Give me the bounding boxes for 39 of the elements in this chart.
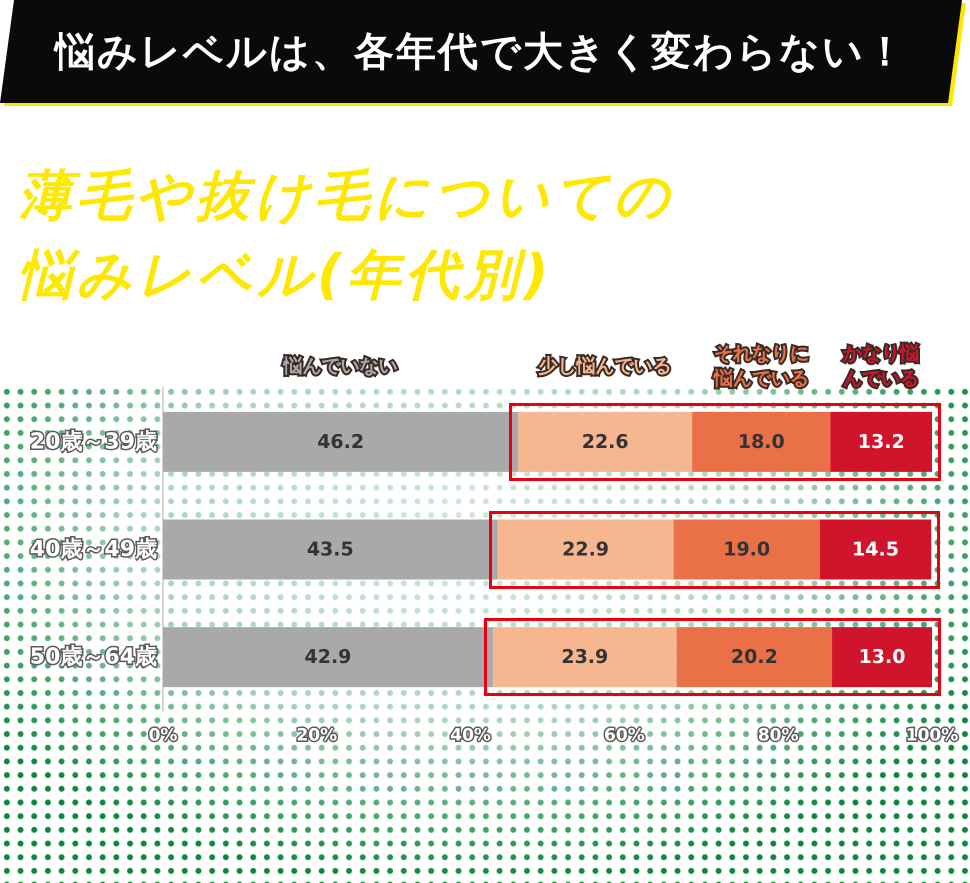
data-label: 22.9 bbox=[562, 538, 610, 560]
x-tick-label: 20% bbox=[296, 726, 338, 746]
bar bbox=[676, 627, 832, 688]
bar bbox=[163, 520, 498, 580]
x-tick-label: 60% bbox=[604, 726, 645, 746]
data-label: 14.5 bbox=[852, 538, 899, 560]
data-label: 19.0 bbox=[723, 538, 770, 560]
x-tick-label: 100% bbox=[906, 726, 958, 746]
x-tick-label: 0% bbox=[148, 726, 178, 746]
chart-title: 悩みレベルは、各年代で大きく変わらない！ bbox=[55, 28, 907, 77]
bar bbox=[163, 412, 518, 472]
bar bbox=[674, 520, 820, 580]
y-tick-label: 20歳～39歳 bbox=[30, 429, 157, 454]
bar bbox=[820, 520, 932, 580]
y-tick-label: 40歳～49歳 bbox=[30, 537, 157, 562]
chart-subtitle: 薄毛や抜け毛についての悩みレベル(年代別) bbox=[18, 163, 675, 308]
x-tick-label: 80% bbox=[758, 726, 799, 746]
data-label: 22.6 bbox=[582, 430, 629, 453]
data-label: 23.9 bbox=[561, 646, 608, 668]
series-label: 少し悩んでいる bbox=[538, 354, 672, 377]
data-label: 13.0 bbox=[858, 646, 906, 668]
data-label: 18.0 bbox=[738, 430, 785, 453]
data-label: 42.9 bbox=[304, 646, 352, 668]
bar bbox=[163, 627, 493, 688]
series-label: それなりに悩んでいる bbox=[712, 342, 809, 390]
x-tick-label: 40% bbox=[450, 726, 491, 746]
bar bbox=[498, 520, 674, 580]
data-label: 20.2 bbox=[730, 646, 778, 668]
data-label: 43.5 bbox=[306, 538, 354, 560]
data-label: 13.2 bbox=[858, 430, 905, 453]
bar bbox=[518, 412, 692, 472]
bar bbox=[692, 412, 830, 472]
bar bbox=[832, 627, 932, 688]
bar bbox=[830, 412, 932, 472]
series-label: かなり悩んでいる bbox=[842, 342, 920, 390]
series-label: 悩んでいない bbox=[282, 354, 398, 377]
data-label: 46.2 bbox=[317, 430, 364, 453]
y-tick-label: 50歳～64歳 bbox=[30, 644, 157, 670]
bar bbox=[492, 627, 677, 688]
